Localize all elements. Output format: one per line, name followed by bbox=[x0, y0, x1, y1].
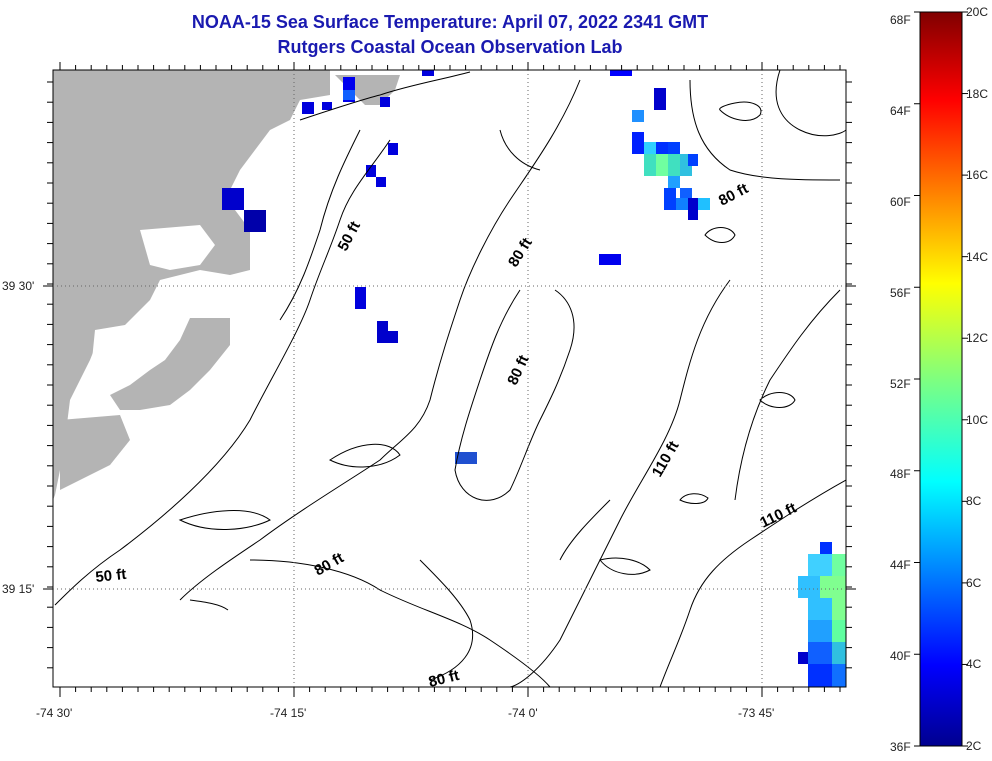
bathymetry-contours bbox=[54, 70, 846, 687]
map-subtitle: Rutgers Coastal Ocean Observation Lab bbox=[277, 37, 623, 57]
colorbar-fahrenheit-label: 44F bbox=[890, 558, 911, 572]
colorbar-celsius-label: 4C bbox=[966, 657, 982, 671]
colorbar-fahrenheit-label: 36F bbox=[890, 740, 911, 754]
map-grid bbox=[53, 70, 846, 687]
colorbar-celsius-label: 6C bbox=[966, 576, 982, 590]
colorbar-celsius-label: 20C bbox=[966, 5, 989, 19]
sst-pixels bbox=[222, 70, 846, 687]
land-island bbox=[60, 415, 130, 490]
bay-water bbox=[90, 325, 150, 395]
longitude-label: -74 15' bbox=[270, 706, 307, 720]
longitude-label: -74 30' bbox=[36, 706, 73, 720]
longitude-label: -73 45' bbox=[738, 706, 775, 720]
colorbar-fahrenheit-label: 64F bbox=[890, 104, 911, 118]
colorbar-celsius-label: 18C bbox=[966, 87, 989, 101]
colorbar-fahrenheit-label: 52F bbox=[890, 377, 911, 391]
colorbar-fahrenheit-label: 48F bbox=[890, 467, 911, 481]
land-island bbox=[110, 318, 230, 410]
colorbar bbox=[919, 11, 963, 747]
colorbar-celsius-label: 16C bbox=[966, 168, 989, 182]
map-content bbox=[53, 70, 846, 687]
colorbar-fahrenheit-label: 68F bbox=[890, 13, 911, 27]
colorbar-fahrenheit-label: 60F bbox=[890, 195, 911, 209]
latitude-label: 39 30' bbox=[2, 279, 35, 293]
colorbar-celsius-label: 2C bbox=[966, 739, 982, 753]
contour-label-80ft-south: 80 ft bbox=[427, 667, 461, 691]
colorbar-fahrenheit-label: 40F bbox=[890, 649, 911, 663]
latitude-label: 39 15' bbox=[2, 582, 35, 596]
colorbar-ticks bbox=[914, 11, 968, 747]
colorbar-celsius-label: 14C bbox=[966, 250, 989, 264]
longitude-label: -74 0' bbox=[508, 706, 538, 720]
land-mass bbox=[53, 70, 330, 500]
colorbar-fahrenheit-label: 56F bbox=[890, 286, 911, 300]
contour-label-50ft-south: 50 ft bbox=[95, 566, 127, 586]
bay-water bbox=[140, 225, 215, 270]
colorbar-celsius-label: 8C bbox=[966, 494, 982, 508]
colorbar-celsius-label: 10C bbox=[966, 413, 989, 427]
minor-ticks bbox=[47, 65, 852, 692]
map-title: NOAA-15 Sea Surface Temperature: April 0… bbox=[191, 12, 709, 32]
colorbar-celsius-label: 12C bbox=[966, 331, 989, 345]
